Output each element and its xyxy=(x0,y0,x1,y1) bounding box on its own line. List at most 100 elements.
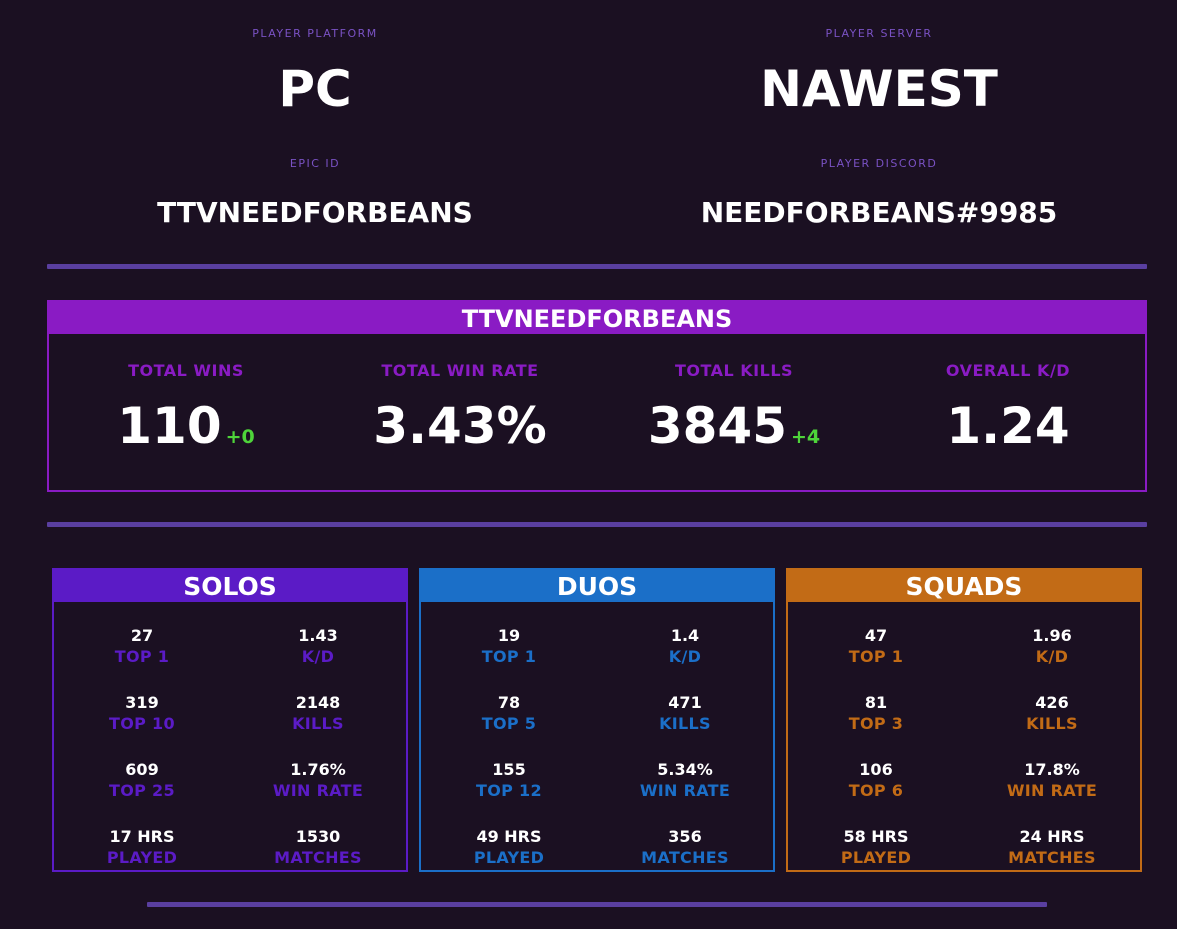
stat-value: 3845 +4 xyxy=(597,398,871,465)
squads-card: SQUADS 47 TOP 1 1.96 K/D 81 TOP 3 426 KILLS … xyxy=(786,568,1142,872)
stat-top-1: 19 TOP 1 xyxy=(421,626,597,693)
platform-label: PLAYER PLATFORM xyxy=(252,27,378,40)
summary-title: TTVNEEDFORBEANS xyxy=(49,302,1145,334)
mode-title: SOLOS xyxy=(54,570,406,602)
stat-label: KILLS xyxy=(659,714,711,733)
stat-value: 110 +0 xyxy=(49,398,323,465)
stat-matches: 1530 MATCHES xyxy=(230,827,406,894)
stat-label: TOTAL WINS xyxy=(128,361,244,380)
stat-label: MATCHES xyxy=(274,848,362,867)
stat-value: 58 HRS xyxy=(843,827,909,846)
stat-number: 3845 xyxy=(647,397,788,455)
stat-value: 3.43% xyxy=(323,398,597,454)
server-label: PLAYER SERVER xyxy=(825,27,933,40)
stat-label: K/D xyxy=(301,647,335,666)
stat-top-12: 155 TOP 12 xyxy=(421,760,597,827)
stat-label: PLAYED xyxy=(106,848,178,867)
epic-id-label: EPIC ID xyxy=(289,157,341,170)
stat-label: TOP 1 xyxy=(848,647,904,666)
stat-label: TOTAL KILLS xyxy=(674,361,794,380)
stat-win-rate: 17.8% WIN RATE xyxy=(964,760,1140,827)
server-value: NAWEST xyxy=(760,60,998,118)
stat-value: 1.76% xyxy=(290,760,346,779)
epic-id-block: EPIC ID TTVNEEDFORBEANS xyxy=(35,157,595,228)
discord-block: PLAYER DISCORD NEEDFORBEANS#9985 xyxy=(599,157,1159,228)
stat-label: TOP 3 xyxy=(848,714,904,733)
stat-kills: 471 KILLS xyxy=(597,693,773,760)
stat-label: TOTAL WIN RATE xyxy=(381,361,539,380)
mode-stats-grid: 27 TOP 1 1.43 K/D 319 TOP 10 2148 KILLS 609 T… xyxy=(54,602,406,894)
stat-label: TOP 5 xyxy=(481,714,537,733)
summary-stat-overall-kd: OVERALL K/D 1.24 xyxy=(871,334,1145,492)
mode-title: DUOS xyxy=(421,570,773,602)
stat-label: PLAYED xyxy=(840,848,912,867)
duos-card: DUOS 19 TOP 1 1.4 K/D 78 TOP 5 471 KILLS 155… xyxy=(419,568,775,872)
discord-value: NEEDFORBEANS#9985 xyxy=(700,196,1058,229)
stat-kills: 426 KILLS xyxy=(964,693,1140,760)
stat-value: 47 xyxy=(864,626,888,645)
stat-delta: +4 xyxy=(791,426,821,448)
stat-value: 1.96 xyxy=(1032,626,1072,645)
stat-label: WIN RATE xyxy=(639,781,731,800)
stat-top-3: 81 TOP 3 xyxy=(788,693,964,760)
platform-block: PLAYER PLATFORM PC xyxy=(35,27,595,114)
divider-top xyxy=(47,264,1147,269)
stat-label: TOP 1 xyxy=(481,647,537,666)
stat-win-rate: 5.34% WIN RATE xyxy=(597,760,773,827)
stat-label: MATCHES xyxy=(1008,848,1096,867)
stat-value: 609 xyxy=(125,760,159,779)
stat-label: K/D xyxy=(668,647,702,666)
stat-top-25: 609 TOP 25 xyxy=(54,760,230,827)
stat-label: KILLS xyxy=(292,714,344,733)
stat-value: 1530 xyxy=(295,827,341,846)
stat-value: 1.24 xyxy=(871,398,1145,454)
stat-value: 106 xyxy=(859,760,893,779)
stat-number: 1.24 xyxy=(946,397,1070,455)
mode-stats-grid: 47 TOP 1 1.96 K/D 81 TOP 3 426 KILLS 106 TOP … xyxy=(788,602,1140,894)
stat-top-5: 78 TOP 5 xyxy=(421,693,597,760)
mode-title: SQUADS xyxy=(788,570,1140,602)
stat-value: 356 xyxy=(668,827,702,846)
stat-label: KILLS xyxy=(1026,714,1078,733)
stat-label: PLAYED xyxy=(473,848,545,867)
stat-label: WIN RATE xyxy=(272,781,364,800)
summary-panel: TTVNEEDFORBEANS TOTAL WINS 110 +0 TOTAL W… xyxy=(47,300,1147,492)
stat-win-rate: 1.76% WIN RATE xyxy=(230,760,406,827)
stat-matches: 24 HRS MATCHES xyxy=(964,827,1140,894)
stat-number: 110 xyxy=(117,397,222,455)
stat-label: MATCHES xyxy=(641,848,729,867)
divider-bottom xyxy=(147,902,1047,907)
stat-label: TOP 1 xyxy=(114,647,170,666)
summary-stat-total-kills: TOTAL KILLS 3845 +4 xyxy=(597,334,871,492)
stat-value: 17 HRS xyxy=(109,827,175,846)
stat-label: TOP 12 xyxy=(476,781,542,800)
stat-number: 3.43% xyxy=(373,397,547,455)
stat-played: 49 HRS PLAYED xyxy=(421,827,597,894)
stat-kd: 1.43 K/D xyxy=(230,626,406,693)
stat-played: 58 HRS PLAYED xyxy=(788,827,964,894)
stat-kd: 1.96 K/D xyxy=(964,626,1140,693)
stat-value: 19 xyxy=(497,626,521,645)
stat-value: 1.4 xyxy=(670,626,700,645)
stat-label: OVERALL K/D xyxy=(945,361,1071,380)
stat-top-6: 106 TOP 6 xyxy=(788,760,964,827)
summary-stat-total-wins: TOTAL WINS 110 +0 xyxy=(49,334,323,492)
stat-value: 319 xyxy=(125,693,159,712)
stat-top-1: 27 TOP 1 xyxy=(54,626,230,693)
summary-stats: TOTAL WINS 110 +0 TOTAL WIN RATE 3.43% TO… xyxy=(49,334,1145,492)
stat-value: 1.43 xyxy=(298,626,338,645)
stat-label: TOP 10 xyxy=(109,714,175,733)
stat-value: 24 HRS xyxy=(1019,827,1085,846)
stat-top-10: 319 TOP 10 xyxy=(54,693,230,760)
server-block: PLAYER SERVER NAWEST xyxy=(599,27,1159,114)
divider-middle xyxy=(47,522,1147,527)
summary-stat-total-win-rate: TOTAL WIN RATE 3.43% xyxy=(323,334,597,492)
stat-kd: 1.4 K/D xyxy=(597,626,773,693)
stat-value: 78 xyxy=(497,693,521,712)
stat-value: 471 xyxy=(668,693,702,712)
stat-value: 426 xyxy=(1035,693,1069,712)
stat-value: 5.34% xyxy=(657,760,713,779)
stat-value: 49 HRS xyxy=(476,827,542,846)
stat-value: 155 xyxy=(492,760,526,779)
stat-played: 17 HRS PLAYED xyxy=(54,827,230,894)
